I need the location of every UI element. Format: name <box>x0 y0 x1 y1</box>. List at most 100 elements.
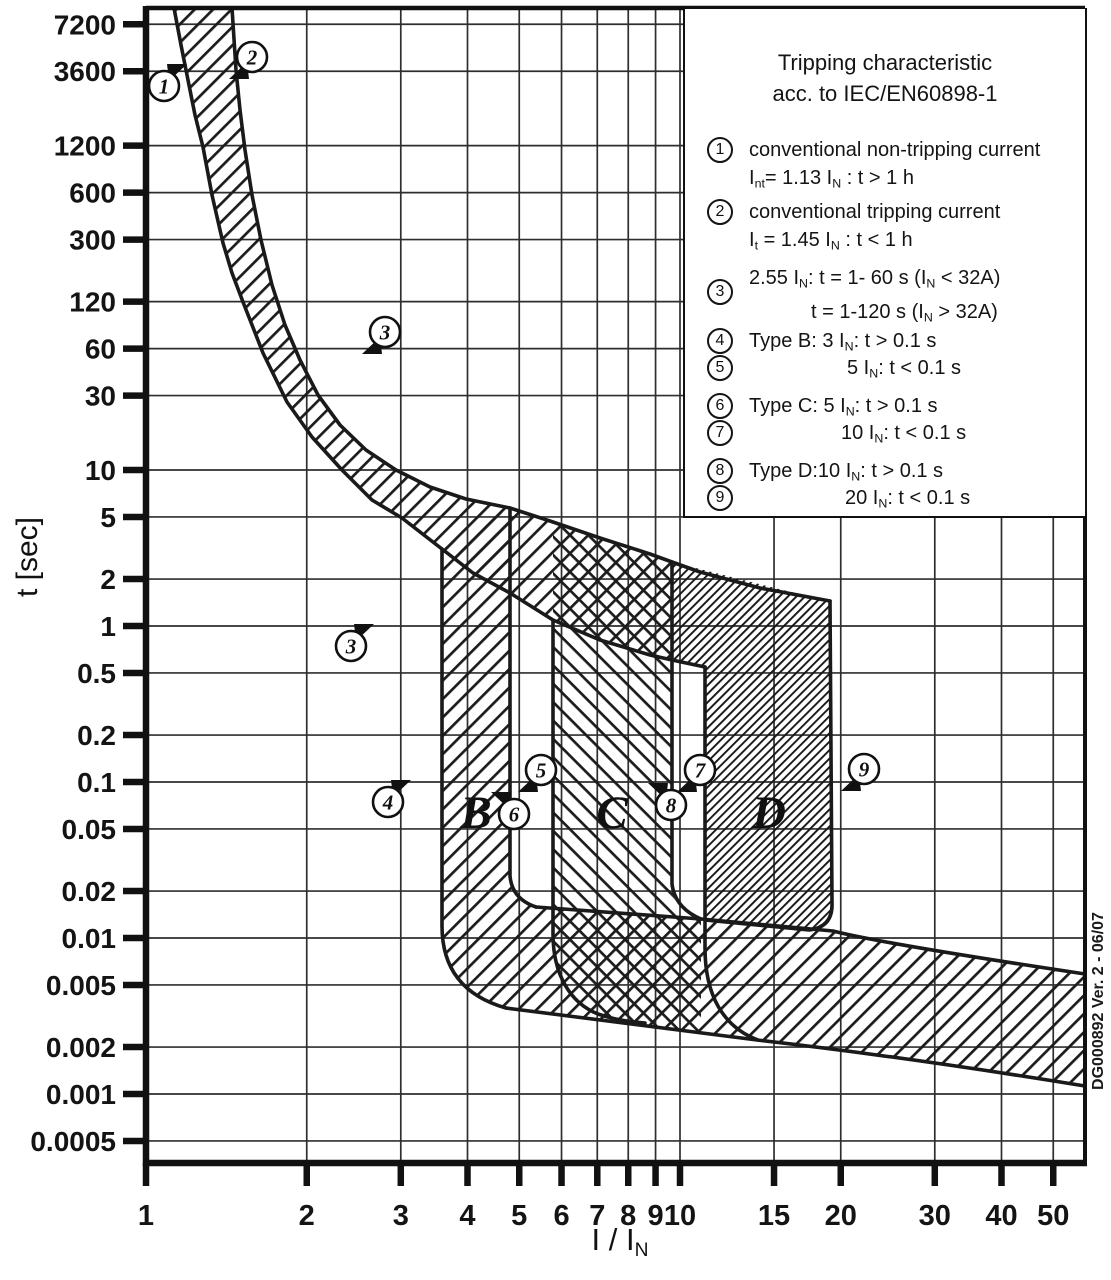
svg-text:0.2: 0.2 <box>77 720 116 751</box>
legend-item-6: 6 Type C: 5 IN: t > 0.1 s <box>707 392 938 426</box>
svg-text:40: 40 <box>985 1200 1017 1232</box>
svg-text:300: 300 <box>69 225 116 256</box>
svg-text:0.01: 0.01 <box>62 923 117 954</box>
region-letter-C: C <box>596 787 628 839</box>
svg-text:600: 600 <box>69 178 116 209</box>
legend-item-text: conventional non-tripping current Int= 1.… <box>749 139 1041 191</box>
svg-text:0.001: 0.001 <box>46 1079 116 1110</box>
hatched-bands <box>174 8 1085 1086</box>
svg-text:4: 4 <box>459 1200 475 1232</box>
y-axis-title: t [sec] <box>11 516 44 598</box>
svg-text:15: 15 <box>758 1200 790 1232</box>
band-outline-0 <box>440 547 508 1010</box>
svg-text:0.1: 0.1 <box>77 767 116 798</box>
svg-text:20: 20 <box>825 1200 857 1232</box>
legend-item-7: 7 10 IN: t < 0.1 s <box>707 419 966 453</box>
legend-item-text: conventional tripping current It = 1.45 I… <box>749 201 1001 253</box>
chart-marker-1: 1 <box>147 64 187 103</box>
legend-item-3: 3 2.55 IN: t = 1- 60 s (IN < 32A) t = 1-12… <box>707 264 1000 331</box>
svg-text:5: 5 <box>536 759 547 783</box>
legend-number-7-icon: 7 <box>707 420 733 446</box>
chart-marker-2: 2 <box>229 40 269 79</box>
svg-text:3: 3 <box>379 321 391 345</box>
legend-title: Tripping characteristic acc. to IEC/EN60… <box>685 47 1085 109</box>
svg-text:0.02: 0.02 <box>62 876 117 907</box>
svg-text:5: 5 <box>100 502 116 533</box>
svg-text:0.002: 0.002 <box>46 1032 116 1063</box>
svg-text:6: 6 <box>553 1200 569 1232</box>
svg-text:10: 10 <box>664 1200 696 1232</box>
legend-number-2-icon: 2 <box>707 199 733 225</box>
svg-text:30: 30 <box>919 1200 951 1232</box>
curve-1-13-in <box>172 6 707 669</box>
axes-frame <box>123 5 1087 1186</box>
legend-box: Tripping characteristic acc. to IEC/EN60… <box>683 9 1085 518</box>
svg-text:2: 2 <box>100 564 116 595</box>
svg-text:0.05: 0.05 <box>62 814 117 845</box>
svg-text:5: 5 <box>511 1200 527 1232</box>
svg-text:0.0005: 0.0005 <box>30 1126 116 1157</box>
legend-number-3-icon: 3 <box>707 279 733 305</box>
svg-text:8: 8 <box>666 794 677 818</box>
svg-text:8: 8 <box>620 1200 636 1232</box>
legend-item-4: 4 Type B: 3 IN: t > 0.1 s <box>707 327 936 361</box>
chart-marker-4: 4 <box>371 780 411 819</box>
svg-text:1: 1 <box>100 611 116 642</box>
document-version-note: DG000892 Ver. 2 - 06/07 <box>1090 912 1107 1090</box>
svg-text:9: 9 <box>859 758 870 782</box>
svg-text:3: 3 <box>345 635 357 659</box>
legend-item-text: 5 IN: t < 0.1 s <box>847 357 962 381</box>
svg-text:2: 2 <box>246 46 258 70</box>
legend-item-9: 9 20 IN: t < 0.1 s <box>707 484 970 518</box>
svg-text:10: 10 <box>85 455 116 486</box>
chart-marker-6: 6 <box>491 792 531 831</box>
svg-text:6: 6 <box>509 803 520 827</box>
legend-title-line2: acc. to IEC/EN60898-1 <box>772 81 998 106</box>
band-outline-3 <box>670 560 703 921</box>
legend-item-5: 5 5 IN: t < 0.1 s <box>707 354 961 388</box>
x-axis-title: I / IN <box>591 1222 649 1261</box>
svg-text:7200: 7200 <box>54 9 116 40</box>
svg-text:50: 50 <box>1037 1200 1069 1232</box>
legend-item-2: 2 conventional tripping current It = 1.45 … <box>707 198 1000 260</box>
legend-item-text: Type C: 5 IN: t > 0.1 s <box>749 395 938 419</box>
chart-marker-3: 3 <box>362 315 402 354</box>
svg-text:3600: 3600 <box>54 56 116 87</box>
legend-item-1: 1 conventional non-tripping current Int= 1… <box>707 136 1040 198</box>
band-outline-7 <box>504 1006 1087 1088</box>
band-outline-6 <box>534 905 1087 976</box>
svg-text:1: 1 <box>159 75 170 99</box>
band-outline-4 <box>703 665 760 1042</box>
region-letter-B: B <box>459 787 491 839</box>
svg-text:60: 60 <box>85 334 116 365</box>
legend-item-text: Type B: 3 IN: t > 0.1 s <box>749 330 937 354</box>
band-outlines <box>172 6 1087 1088</box>
svg-text:3: 3 <box>393 1200 409 1232</box>
legend-number-8-icon: 8 <box>707 458 733 484</box>
legend-item-text: 10 IN: t < 0.1 s <box>841 422 967 446</box>
svg-text:4: 4 <box>382 791 394 815</box>
svg-text:0.5: 0.5 <box>77 658 116 689</box>
svg-text:120: 120 <box>69 287 116 318</box>
legend-number-4-icon: 4 <box>707 328 733 354</box>
svg-text:1: 1 <box>138 1200 154 1232</box>
legend-item-text: 2.55 IN: t = 1- 60 s (IN < 32A) t = 1-120… <box>749 267 1001 325</box>
legend-item-8: 8 Type D:10 IN: t > 0.1 s <box>707 457 943 491</box>
chart-marker-5: 5 <box>518 753 558 792</box>
legend-item-text: 20 IN: t < 0.1 s <box>845 487 971 511</box>
svg-text:1200: 1200 <box>54 131 116 162</box>
chart-marker-9: 9 <box>841 752 881 791</box>
chart-marker-8: 8 <box>648 783 688 822</box>
legend-number-1-icon: 1 <box>707 137 733 163</box>
type-c-band-fill <box>553 521 701 1033</box>
tick-labels: 7200360012006003001206030105210.50.20.10… <box>30 9 1069 1232</box>
curve-1-45-in <box>230 6 832 603</box>
legend-number-5-icon: 5 <box>707 355 733 381</box>
legend-title-line1: Tripping characteristic <box>777 50 993 75</box>
svg-text:30: 30 <box>85 381 116 412</box>
svg-text:2: 2 <box>299 1200 315 1232</box>
svg-text:9: 9 <box>647 1200 663 1232</box>
chart-marker-3: 3 <box>334 624 374 663</box>
